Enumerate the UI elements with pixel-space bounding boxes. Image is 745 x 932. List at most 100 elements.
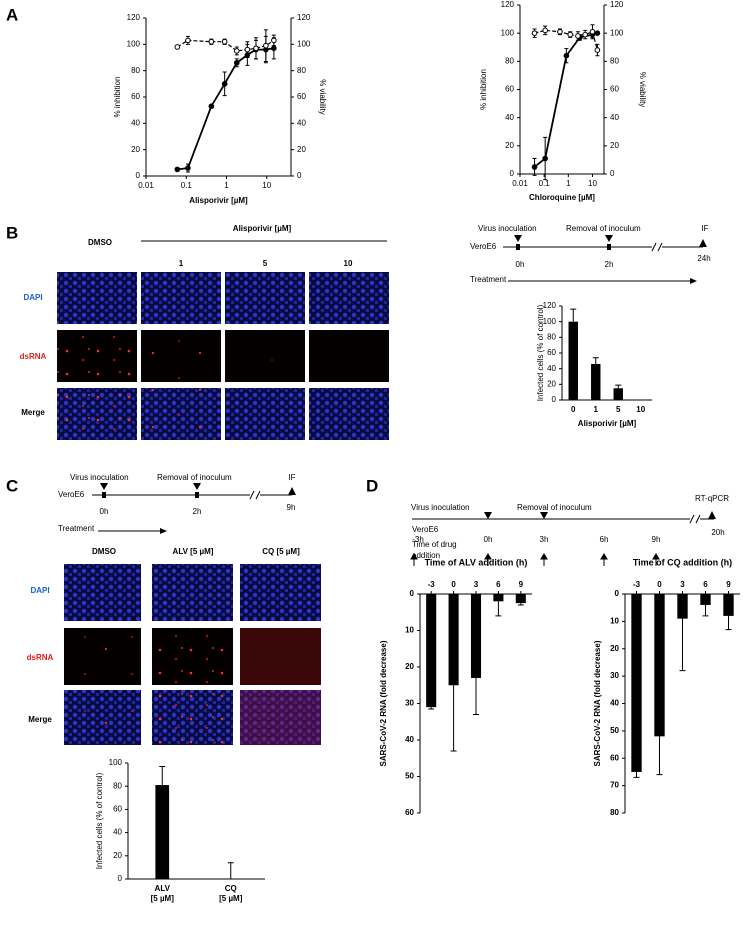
treatment-label: Treatment: [58, 524, 95, 533]
error-bar: [227, 862, 234, 879]
timeline-event: RT-qPCR: [695, 494, 729, 503]
row-label: dsRNA: [27, 653, 54, 662]
y-tick-label: 60: [131, 92, 140, 101]
data-point: [185, 37, 191, 44]
y2-tick-label: 40: [297, 118, 306, 127]
error-bar: [473, 677, 479, 715]
y-tick-label: 0: [510, 169, 515, 178]
y-tick-label: 60: [405, 808, 414, 817]
series-line: [177, 47, 274, 171]
series-line: [534, 29, 598, 51]
y-tick-label: 100: [543, 317, 557, 326]
micrograph-overlay: [64, 690, 141, 745]
time-tick: [516, 244, 520, 250]
data-point: [233, 48, 240, 54]
x-tick-label: CQ: [225, 884, 237, 893]
time-label: 0h: [484, 535, 493, 544]
bar: [723, 594, 734, 616]
y-tick-label: 40: [610, 699, 619, 708]
x-tick-label: 5: [616, 405, 621, 414]
column-header: Alisporivir [µM]: [233, 224, 292, 233]
time-label: 20h: [711, 528, 724, 537]
row-label: Merge: [21, 408, 45, 417]
bar: [426, 594, 437, 708]
data-point: [174, 166, 181, 173]
y-tick-label: 40: [505, 113, 514, 122]
y-tick-label: 0: [118, 874, 123, 883]
y-tick-label: 20: [505, 141, 514, 150]
error-bar: [656, 736, 663, 776]
timeline-event: IF: [288, 473, 295, 482]
y-tick-label: 20: [547, 379, 556, 388]
y-tick-label: 80: [610, 808, 619, 817]
micrograph: [240, 564, 321, 621]
error-bar: [428, 707, 435, 710]
bar: [677, 594, 688, 619]
x-tick-label: 1: [224, 181, 229, 190]
bar: [568, 321, 578, 400]
data-point: [244, 46, 251, 53]
time-label: 0h: [516, 260, 525, 269]
data-point: [589, 28, 596, 35]
axis-break: [651, 242, 663, 252]
y-tick-label: 70: [610, 781, 619, 790]
y-tick-label: 80: [113, 781, 122, 790]
column-header: 5: [263, 259, 268, 268]
data-point: [557, 28, 563, 35]
axis-label: % inhibition: [479, 69, 488, 110]
time-label: 6h: [600, 535, 609, 544]
x-tick-sublabel: [5 µM]: [219, 894, 243, 903]
data-point: [542, 27, 548, 34]
timeline-event: Removal of inoculum: [566, 224, 641, 233]
y-tick-label: 0: [552, 395, 557, 404]
y-tick-label: 80: [547, 332, 556, 341]
y-tick-label: 40: [547, 364, 556, 373]
y-tick-label: 0: [410, 589, 415, 598]
column-header: 1: [179, 259, 184, 268]
time-label: 9h: [652, 535, 661, 544]
x-tick-label: 0.01: [138, 181, 154, 190]
data-point: [174, 44, 181, 50]
y-tick-label: 30: [405, 699, 414, 708]
micrograph-overlay: [152, 628, 233, 685]
y-tick-label: 10: [405, 626, 414, 635]
bar: [155, 785, 170, 879]
panel-d-timeline: Virus inoculation Removal of inoculum RT…: [410, 494, 729, 566]
bar: [700, 594, 711, 605]
time-label: 24h: [697, 254, 710, 263]
y-tick-label: 0: [136, 171, 141, 180]
micrograph: [64, 564, 141, 621]
time-tick: [195, 492, 199, 498]
data-point: [582, 31, 589, 38]
y-tick-label: 100: [127, 39, 141, 48]
y-tick-label: 100: [109, 758, 123, 767]
axis-label: Infected cells (% of control): [536, 304, 545, 401]
y-tick-label: 20: [405, 662, 414, 671]
time-label: 3h: [540, 535, 549, 544]
event-marker: [288, 487, 296, 495]
panel-label: B: [6, 223, 18, 242]
cell-line: VeroE6: [470, 242, 497, 251]
x-tick-label: 0.1: [539, 179, 551, 188]
event-marker: [540, 512, 548, 519]
event-marker: [484, 512, 492, 519]
bar: [631, 594, 642, 772]
axis-label: SARS-CoV-2 RNA (fold decrease): [379, 640, 388, 766]
data-point: [575, 33, 581, 39]
error-bar: [570, 308, 577, 322]
x-tick-label: 0.1: [181, 181, 193, 190]
panel-label: D: [366, 476, 378, 495]
y2-tick-label: 60: [610, 85, 619, 94]
micrograph: [240, 628, 321, 685]
data-point: [542, 155, 548, 162]
micrograph: [57, 272, 137, 324]
data-point: [594, 30, 601, 36]
micrograph-overlay: [141, 388, 221, 440]
y-tick-label: 60: [505, 85, 514, 94]
x-tick-label: 10: [262, 181, 271, 190]
error-bar: [517, 603, 524, 606]
x-tick-label: 6: [703, 580, 708, 589]
y-tick-label: 40: [113, 828, 122, 837]
y2-tick-label: 0: [297, 171, 302, 180]
time-label: 2h: [605, 260, 614, 269]
